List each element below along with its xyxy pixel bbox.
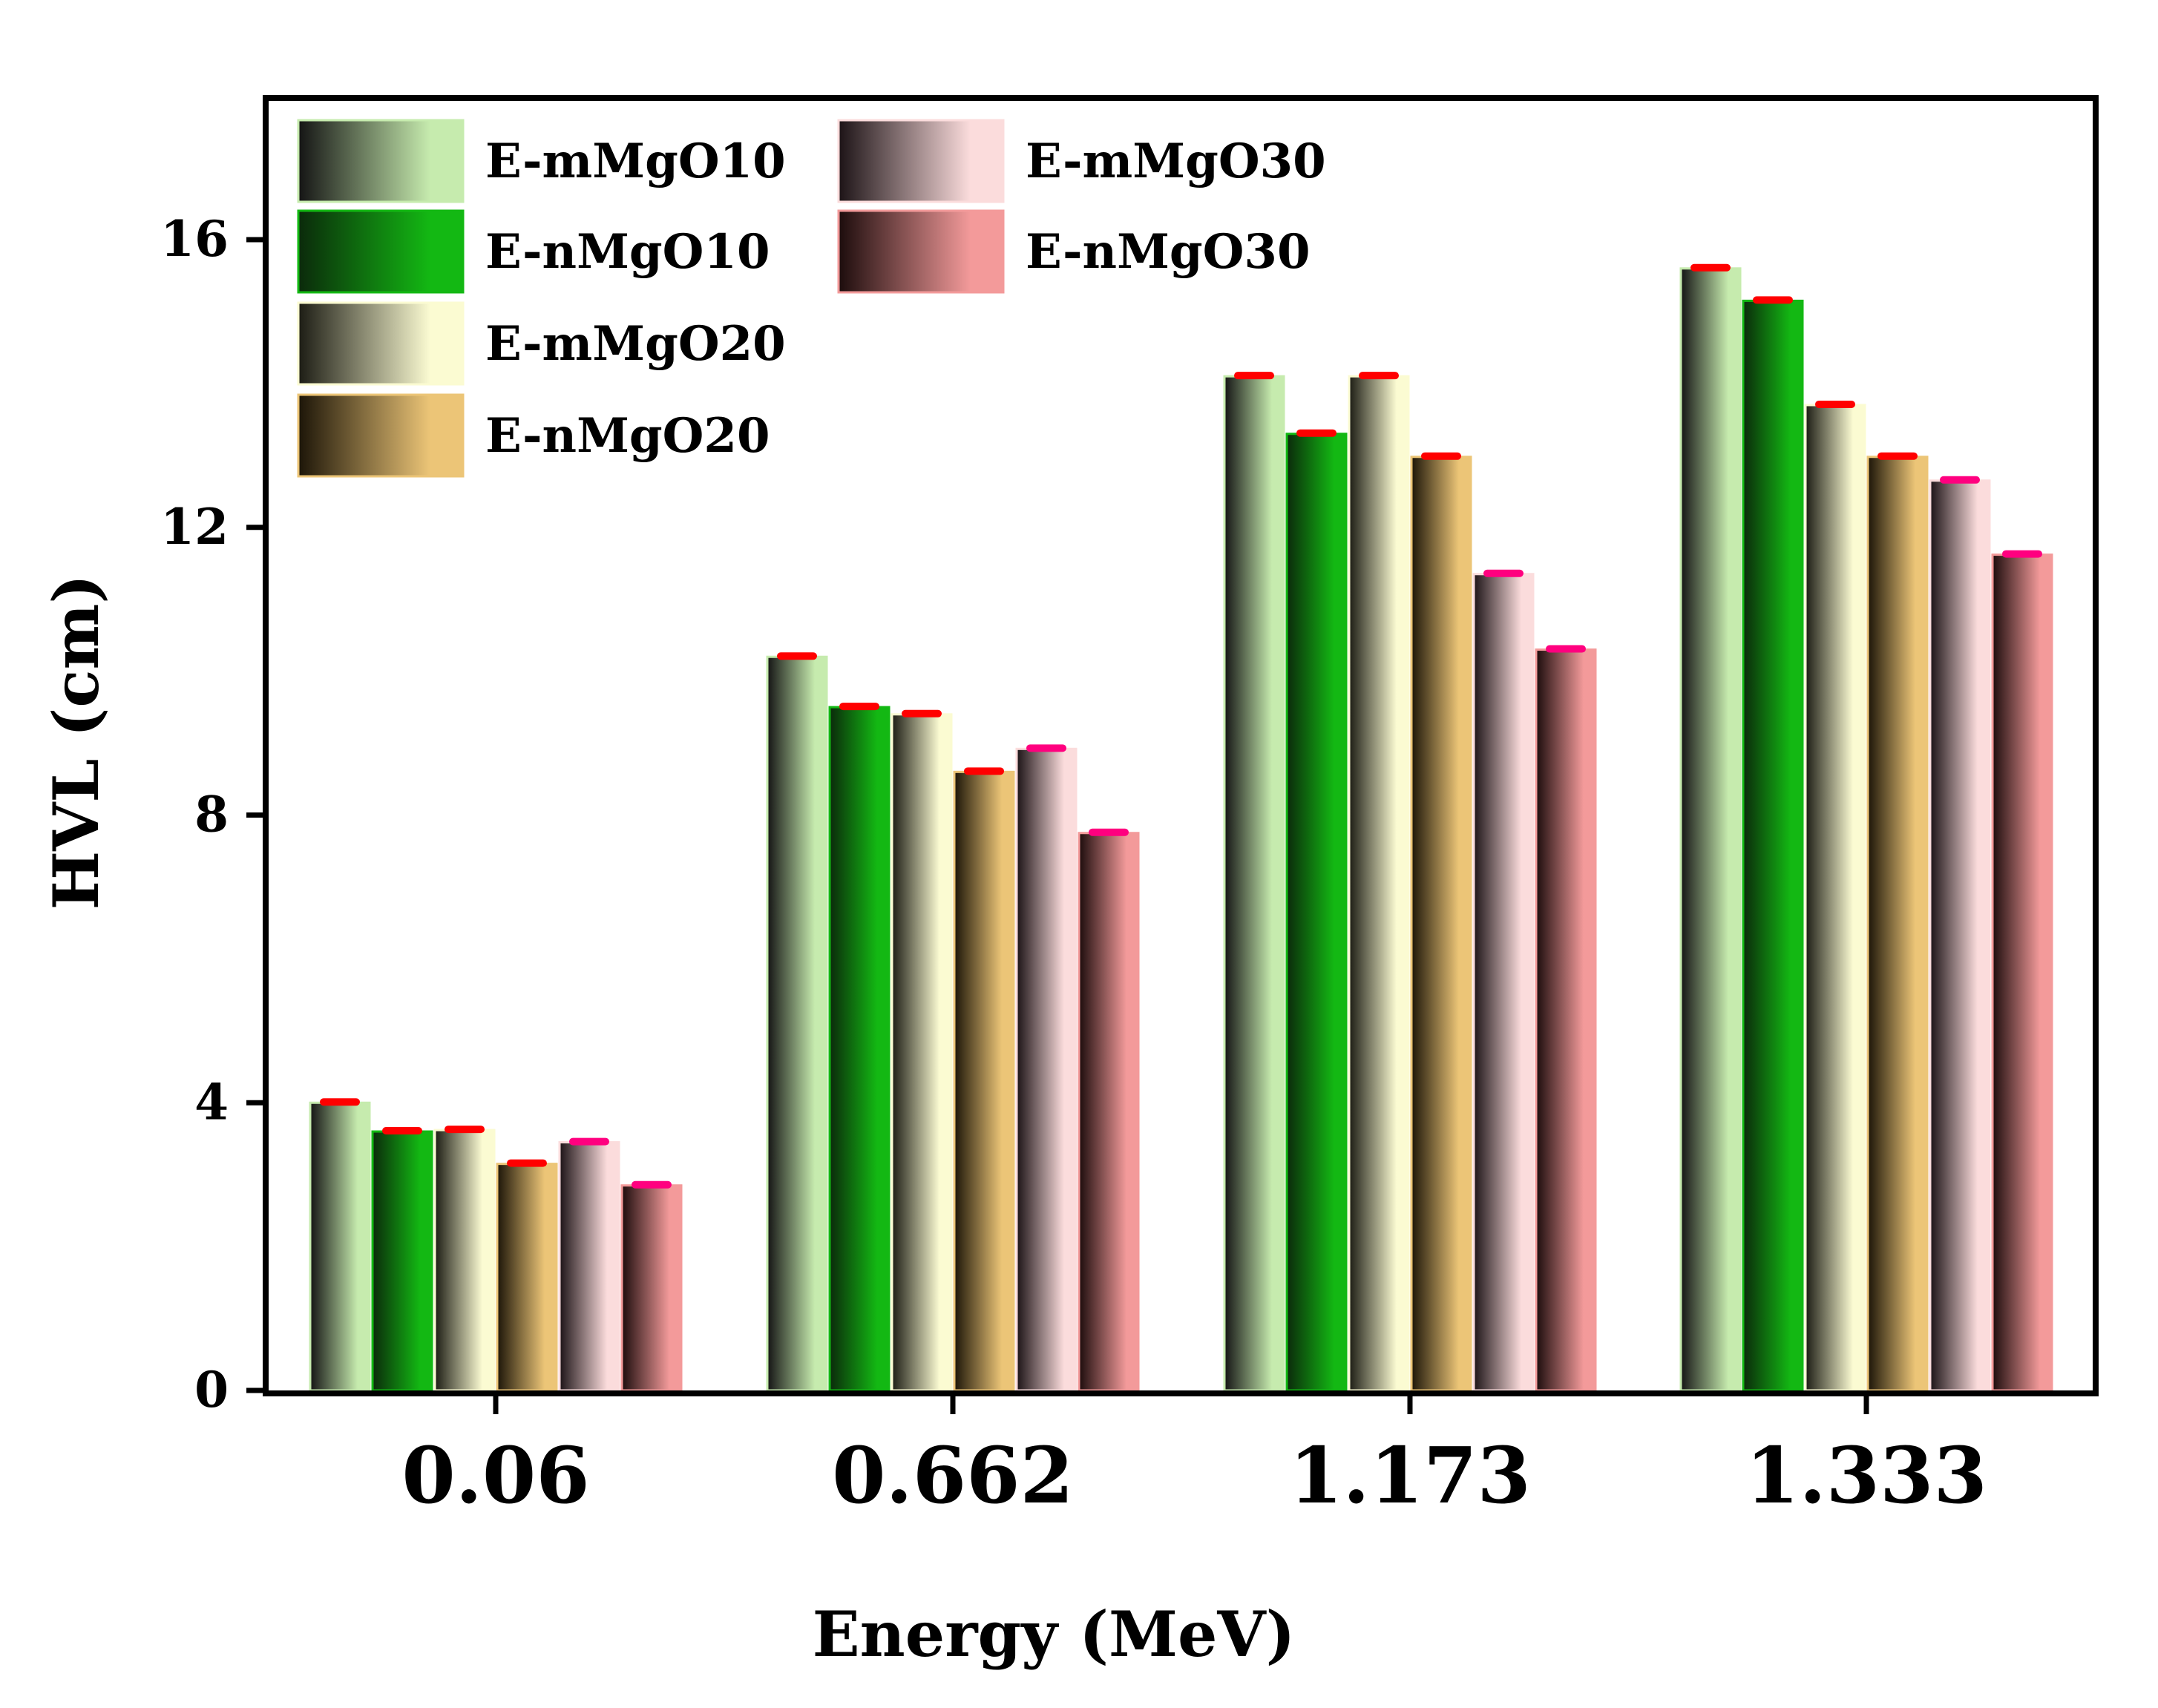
legend-swatch-E-mMgO30 bbox=[837, 119, 1005, 203]
bar-E-nMgO20-0.662 bbox=[953, 770, 1015, 1392]
bar-E-mMgO30-1.333 bbox=[1929, 479, 1991, 1392]
legend-label-E-mMgO20: E-mMgO20 bbox=[485, 316, 786, 372]
legend-label-E-mMgO30: E-mMgO30 bbox=[1026, 134, 1326, 189]
plot-frame bbox=[263, 95, 2099, 1396]
bar-E-mMgO30-0.06 bbox=[558, 1141, 620, 1392]
x-axis: 0.06 0.662 1.173 1.333 bbox=[401, 1393, 1987, 1521]
bar-E-mMgO20-1.173 bbox=[1348, 375, 1410, 1392]
x-axis-title: Energy (MeV) bbox=[813, 1597, 1296, 1671]
y-tick-label: 4 bbox=[194, 1073, 229, 1131]
bar-E-nMgO20-0.06 bbox=[496, 1163, 558, 1392]
y-tick-label: 12 bbox=[160, 498, 229, 556]
bar-E-nMgO20-1.173 bbox=[1410, 456, 1472, 1392]
error-caps-layer bbox=[320, 263, 2042, 1189]
bar-E-nMgO20-1.333 bbox=[1866, 456, 1929, 1392]
x-tick-label: 1.173 bbox=[1289, 1430, 1531, 1521]
bar-E-nMgO10-1.333 bbox=[1742, 299, 1804, 1392]
x-tick-label: 0.06 bbox=[401, 1430, 589, 1521]
y-tick-label: 0 bbox=[194, 1361, 229, 1419]
bar-E-nMgO10-0.06 bbox=[371, 1130, 433, 1392]
x-tick-label: 1.333 bbox=[1745, 1430, 1987, 1521]
bar-E-nMgO30-1.173 bbox=[1535, 648, 1597, 1392]
bar-E-mMgO30-1.173 bbox=[1472, 573, 1535, 1392]
y-tick-label: 16 bbox=[160, 210, 229, 268]
bar-E-mMgO30-0.662 bbox=[1015, 747, 1078, 1392]
bar-E-nMgO30-0.06 bbox=[620, 1184, 683, 1392]
bar-E-mMgO10-1.173 bbox=[1223, 375, 1285, 1392]
bar-E-nMgO10-0.662 bbox=[828, 706, 891, 1392]
legend-label-E-mMgO10: E-mMgO10 bbox=[485, 134, 786, 189]
legend-swatch-E-nMgO10 bbox=[297, 209, 465, 294]
bar-E-mMgO10-1.333 bbox=[1679, 267, 1742, 1392]
bar-E-mMgO20-1.333 bbox=[1804, 404, 1866, 1392]
legend-label-E-nMgO10: E-nMgO10 bbox=[485, 224, 770, 280]
bar-E-nMgO30-0.662 bbox=[1078, 832, 1140, 1392]
legend: E-mMgO10 E-nMgO10 E-mMgO20 E-nMgO20 E-mMgO30… bbox=[297, 119, 1326, 478]
bars-layer bbox=[309, 267, 2053, 1392]
bar-E-nMgO30-1.333 bbox=[1991, 554, 2053, 1392]
legend-label-E-nMgO20: E-nMgO20 bbox=[485, 408, 770, 464]
legend-swatch-E-mMgO10 bbox=[297, 119, 465, 203]
bar-E-mMgO20-0.662 bbox=[891, 713, 953, 1392]
bar-E-mMgO10-0.06 bbox=[309, 1101, 371, 1392]
legend-swatch-E-nMgO20 bbox=[297, 393, 465, 478]
bar-E-nMgO10-1.173 bbox=[1285, 433, 1348, 1392]
legend-label-E-nMgO30: E-nMgO30 bbox=[1026, 224, 1310, 280]
x-tick-label: 0.662 bbox=[832, 1430, 1074, 1521]
legend-swatch-E-mMgO20 bbox=[297, 301, 465, 386]
bar-E-mMgO10-0.662 bbox=[766, 655, 828, 1392]
bar-E-mMgO20-0.06 bbox=[433, 1129, 496, 1392]
y-axis: 0 4 8 12 16 bbox=[160, 210, 266, 1419]
legend-swatch-E-nMgO30 bbox=[837, 209, 1005, 294]
y-axis-title: HVL (cm) bbox=[39, 574, 113, 910]
y-tick-label: 8 bbox=[194, 786, 229, 844]
